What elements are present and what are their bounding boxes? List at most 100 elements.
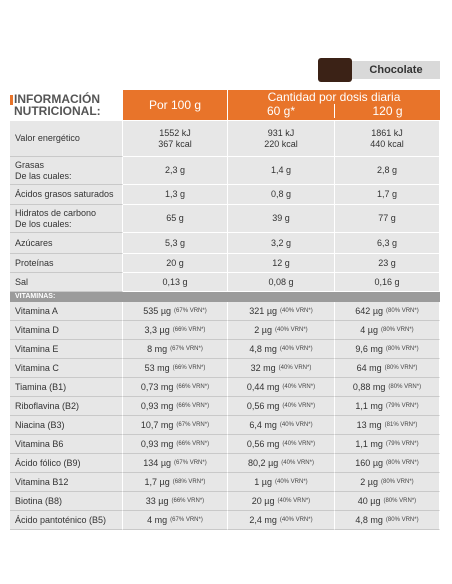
vrn: (66% VRN*) — [172, 364, 206, 371]
value-line: 0,08 g — [268, 276, 294, 287]
value-cell: 0,08 g — [228, 273, 335, 292]
vrn: (66% VRN*) — [176, 383, 210, 390]
value-cell: 23 g — [335, 254, 440, 273]
amount: 2 µg — [360, 476, 378, 487]
value-cell: 0,44 mg (40% VRN*) — [228, 378, 335, 397]
col-header: 120 g — [372, 104, 403, 118]
value-cell: 1,3 g — [123, 185, 228, 205]
amount: 53 mg — [144, 362, 170, 373]
label-line: De los cuales: — [15, 218, 72, 229]
value-line: 1,7 g — [376, 189, 398, 199]
vrn: (80% VRN*) — [386, 459, 419, 466]
flavor-label: Chocolate — [352, 61, 440, 79]
title-line: INFORMACIÓN — [14, 92, 100, 106]
amount: 1,7 µg — [144, 476, 170, 487]
value-cell: 160 µg (80% VRN*) — [335, 454, 440, 473]
row-label: Azúcares — [10, 233, 123, 254]
row-label: Ácidos grasos saturados — [10, 185, 123, 205]
vrn: (80% VRN*) — [385, 516, 419, 523]
value-cell: 20 g — [123, 254, 228, 273]
vrn: (80% VRN*) — [388, 383, 422, 390]
title-accent — [10, 95, 13, 105]
value-line: 77 g — [378, 213, 396, 223]
value-cell: 20 µg (40% VRN*) — [228, 492, 335, 511]
vrn: (40% VRN*) — [279, 345, 313, 352]
value-line: 440 kcal — [370, 138, 404, 149]
amount: 9,6 mg — [355, 343, 383, 354]
amount: 4,8 mg — [355, 514, 383, 525]
amount: 32 mg — [250, 362, 276, 373]
row-label: Vitamina B6 — [10, 435, 123, 454]
value-cell: 0,88 mg (80% VRN*) — [335, 378, 440, 397]
value-line: 12 g — [272, 257, 290, 268]
title: INFORMACIÓN NUTRICIONAL: — [14, 93, 101, 117]
value-line: 1,3 g — [164, 189, 186, 199]
value-cell: 4,8 mg (40% VRN*) — [228, 340, 335, 359]
amount: 535 µg — [143, 305, 172, 316]
amount: 13 mg — [356, 419, 382, 430]
label-line: Hidratos de carbono — [15, 207, 97, 218]
value-cell: 40 µg (80% VRN*) — [335, 492, 440, 511]
label-line: Ácidos grasos saturados — [15, 189, 114, 199]
value-line: 367 kcal — [158, 138, 192, 149]
vrn: (67% VRN*) — [170, 345, 203, 352]
vrn: (67% VRN*) — [170, 516, 203, 523]
vrn: (66% VRN*) — [172, 326, 206, 333]
value-cell: 4,8 mg (80% VRN*) — [335, 511, 440, 530]
row-label: Vitamina E — [10, 340, 123, 359]
value-cell: 1,1 mg (79% VRN*) — [335, 397, 440, 416]
amount: 1 µg — [254, 476, 272, 487]
value-cell: 9,6 mg (80% VRN*) — [335, 340, 440, 359]
vrn: (40% VRN*) — [282, 440, 316, 447]
value-line: 2,8 g — [376, 165, 398, 175]
amount: 1,1 mg — [355, 400, 383, 411]
value-cell: 6,4 mg (40% VRN*) — [228, 416, 335, 435]
value-cell: 642 µg (80% VRN*) — [335, 302, 440, 321]
vrn: (67% VRN*) — [174, 307, 207, 314]
row-label: Sal — [10, 273, 123, 292]
value-line: 1552 kJ — [159, 127, 191, 138]
value-cell: 64 mg (80% VRN*) — [335, 359, 440, 378]
value-cell: 2,3 g — [123, 157, 228, 185]
value-cell: 2,4 mg (40% VRN*) — [228, 511, 335, 530]
vrn: (80% VRN*) — [381, 478, 414, 485]
value-line: 0,13 g — [162, 276, 188, 287]
row-label: Vitamina C — [10, 359, 123, 378]
row-label: Vitamina B12 — [10, 473, 123, 492]
label-line: Sal — [15, 276, 29, 287]
value-cell: 5,3 g — [123, 233, 228, 254]
value-cell: 0,73 mg (66% VRN*) — [123, 378, 228, 397]
value-cell: 65 g — [123, 205, 228, 233]
value-line: 6,3 g — [376, 237, 398, 248]
value-cell: 10,7 mg (67% VRN*) — [123, 416, 228, 435]
col-header: Cantidad por dosis diaria — [267, 90, 401, 104]
amount: 33 µg — [145, 495, 169, 506]
value-line: 23 g — [378, 257, 396, 268]
header-band — [123, 90, 440, 120]
vrn: (80% VRN*) — [384, 364, 418, 371]
vrn: (40% VRN*) — [279, 516, 313, 523]
vrn: (80% VRN*) — [383, 497, 417, 504]
label-line: Valor energético — [15, 133, 80, 143]
amount: 10,7 mg — [140, 419, 174, 430]
vrn: (68% VRN*) — [172, 478, 206, 485]
value-line: 0,8 g — [270, 189, 292, 199]
label-line: Proteínas — [15, 257, 54, 268]
value-line: 220 kcal — [264, 138, 298, 149]
amount: 8 mg — [147, 343, 168, 354]
amount: 0,88 mg — [352, 381, 386, 392]
value-cell: 0,16 g — [335, 273, 440, 292]
value-cell: 53 mg (66% VRN*) — [123, 359, 228, 378]
row-label: Grasas De las cuales: — [10, 157, 123, 185]
value-line: 2,3 g — [164, 165, 186, 175]
row-label: Valor energético — [10, 121, 123, 157]
chocolate-icon — [318, 58, 352, 82]
value-cell: 0,13 g — [123, 273, 228, 292]
vrn: (40% VRN*) — [275, 326, 308, 333]
row-label: Riboflavina (B2) — [10, 397, 123, 416]
vrn: (80% VRN*) — [381, 326, 414, 333]
vrn: (40% VRN*) — [277, 497, 311, 504]
label-line: Grasas — [15, 159, 45, 170]
value-cell: 321 µg (40% VRN*) — [228, 302, 335, 321]
